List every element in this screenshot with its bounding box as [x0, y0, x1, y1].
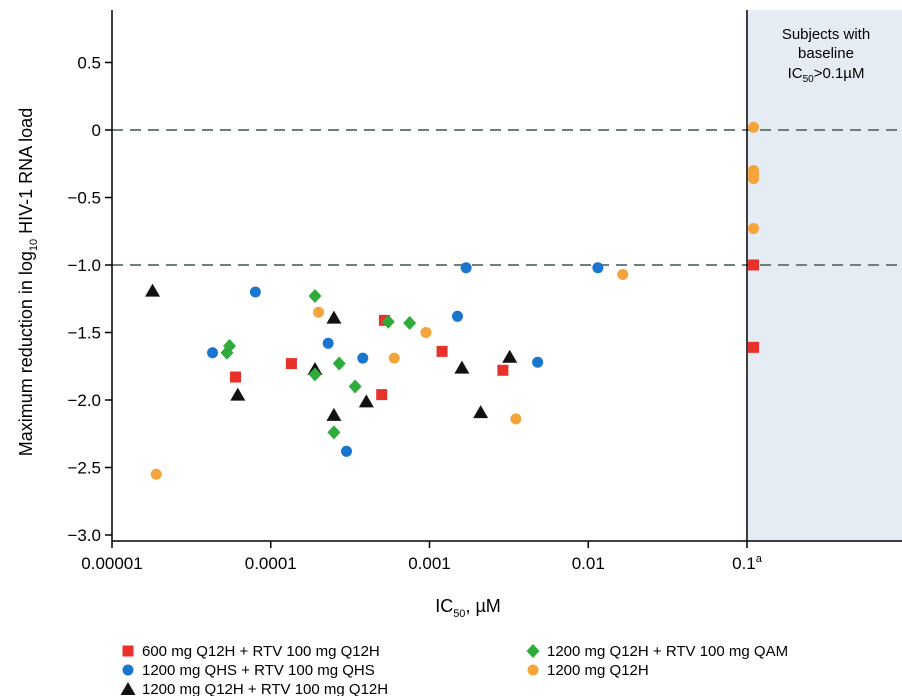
data-point-circle	[451, 310, 463, 322]
panel-label-line-1: Subjects with	[782, 26, 870, 43]
y-tick-label: −1.5	[67, 324, 101, 343]
data-point-circle	[420, 327, 432, 338]
data-point-square	[497, 364, 509, 376]
data-point-triangle	[230, 387, 246, 401]
legend-marker-square	[122, 645, 134, 657]
panel-label-line-2: baseline	[798, 45, 854, 62]
panel-label-line-3: IC50>0.1µM	[788, 65, 865, 85]
legend-label: 1200 mg Q12H + RTV 100 mg Q12H	[142, 681, 388, 696]
data-point-square	[285, 358, 297, 370]
x-axis-title: IC50, µM	[435, 596, 501, 620]
data-point-circle	[748, 173, 760, 185]
data-point-circle	[249, 286, 261, 298]
data-point-circle	[510, 413, 522, 425]
y-tick-label: 0.5	[77, 54, 101, 73]
legend-marker-circle	[122, 664, 134, 676]
data-point-diamond	[403, 316, 417, 331]
data-point-circle	[748, 223, 760, 235]
data-point-square	[748, 259, 760, 271]
data-point-diamond	[381, 314, 395, 329]
y-tick-label: −2.0	[67, 391, 101, 410]
legend: 600 mg Q12H + RTV 100 mg Q12H 1200 mg Q12…	[120, 643, 788, 696]
x-tick-label: 0.0001	[245, 554, 297, 573]
panel-label: Subjects with baseline IC50>0.1µM	[782, 26, 870, 85]
data-point-triangle	[502, 349, 518, 363]
data-point-circle	[150, 468, 162, 480]
data-point-circle	[313, 306, 325, 318]
data-point-circle	[748, 121, 760, 133]
legend-label: 600 mg Q12H + RTV 100 mg Q12H	[142, 643, 380, 660]
data-point-square	[748, 341, 760, 353]
data-point-circle	[207, 347, 219, 359]
data-point-triangle	[326, 310, 342, 324]
y-tick-label: 0	[92, 121, 101, 140]
data-point-triangle	[358, 394, 374, 408]
data-point-square	[230, 371, 242, 383]
data-point-circle	[532, 356, 544, 368]
y-axis-title: Maximum reduction in log10 HIV-1 RNA loa…	[16, 108, 40, 456]
reference-lines	[112, 129, 902, 266]
data-point-triangle	[454, 360, 470, 374]
data-point-circle	[357, 352, 369, 364]
data-points	[145, 121, 760, 480]
data-point-triangle	[326, 407, 342, 421]
tick-marks: 0.5 0 −0.5 −1.0 −1.5 −2.0 −2.5 −3.0 0.00001 0.000…	[67, 54, 762, 574]
x-tick-label: 0.1a	[732, 553, 763, 573]
y-tick-label: −2.5	[67, 459, 101, 478]
data-point-circle	[592, 262, 604, 274]
data-point-square	[376, 389, 388, 401]
data-point-diamond	[308, 289, 322, 304]
y-tick-label: −0.5	[67, 189, 101, 208]
shaded-region	[747, 10, 902, 541]
data-point-circle	[388, 352, 400, 364]
data-point-diamond	[348, 379, 362, 394]
y-tick-label: −1.0	[67, 256, 101, 275]
data-point-diamond	[332, 356, 346, 371]
x-tick-label: 0.001	[408, 554, 451, 573]
data-point-circle	[340, 445, 352, 457]
y-tick-label: −3.0	[67, 526, 101, 545]
data-point-diamond	[223, 339, 237, 353]
data-point-circle	[617, 268, 629, 280]
legend-marker-circle	[527, 664, 539, 676]
data-point-square	[436, 345, 448, 357]
x-tick-label: 0.01	[572, 554, 605, 573]
axes	[111, 10, 902, 542]
data-point-diamond	[327, 425, 341, 440]
legend-marker-triangle	[120, 682, 136, 695]
legend-marker-diamond	[526, 644, 540, 658]
legend-label: 1200 mg Q12H + RTV 100 mg QAM	[547, 643, 788, 660]
background-layer	[747, 10, 902, 541]
legend-label: 1200 mg QHS + RTV 100 mg QHS	[142, 662, 375, 679]
data-point-circle	[460, 262, 472, 274]
data-point-triangle	[145, 283, 161, 297]
legend-label: 1200 mg Q12H	[547, 662, 649, 679]
data-point-triangle	[473, 405, 489, 419]
data-point-circle	[322, 337, 334, 349]
data-point-diamond	[308, 367, 322, 382]
x-tick-label: 0.00001	[81, 554, 142, 573]
